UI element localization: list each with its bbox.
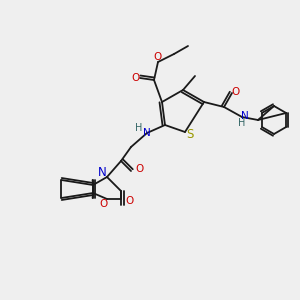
Text: O: O (231, 87, 239, 97)
Text: H: H (135, 123, 143, 133)
Text: S: S (186, 128, 194, 142)
Text: O: O (100, 199, 108, 209)
Text: O: O (132, 73, 140, 83)
Text: N: N (98, 166, 106, 178)
Text: O: O (154, 52, 162, 62)
Text: O: O (135, 164, 143, 174)
Text: H: H (238, 118, 246, 128)
Text: O: O (125, 196, 133, 206)
Text: N: N (241, 111, 249, 121)
Text: N: N (143, 128, 151, 138)
